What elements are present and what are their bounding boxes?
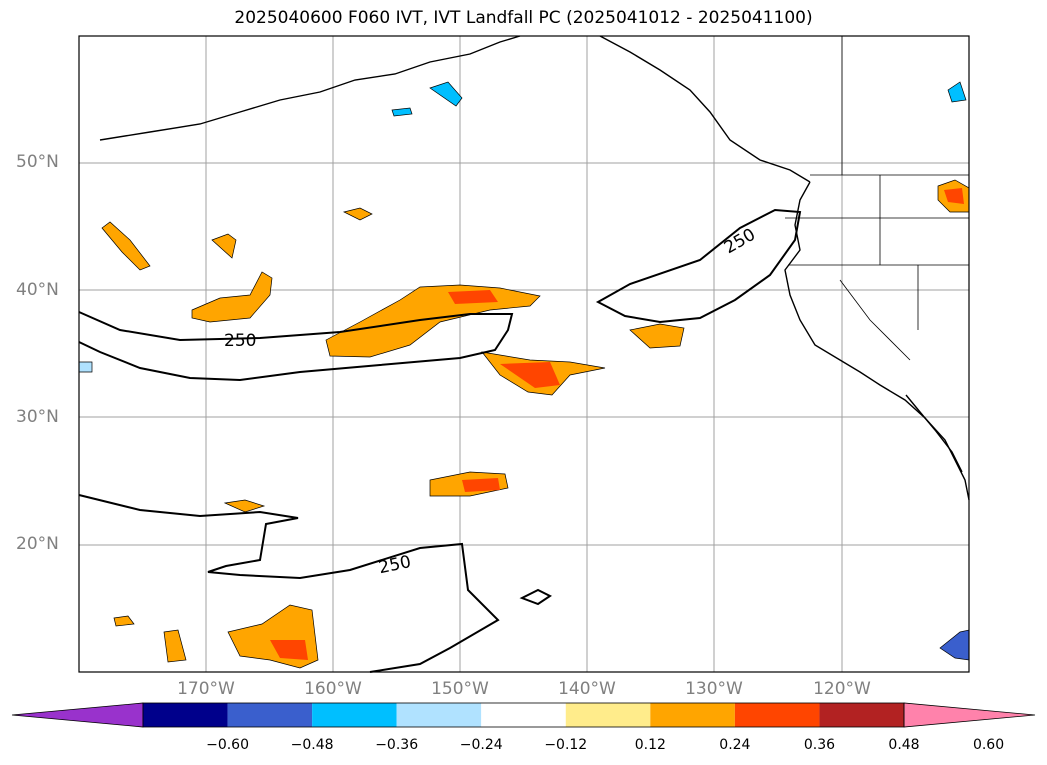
lon-label-160w: 160°W	[304, 679, 362, 699]
colorbar-tick-label: 0.60	[972, 737, 1005, 753]
contour-250-south	[78, 494, 500, 673]
lon-label-140w: 140°W	[558, 679, 616, 699]
colorbar-tick-label: −0.36	[375, 737, 419, 753]
lat-label-40n: 40°N	[16, 280, 59, 300]
ivt-patch-sw	[163, 629, 187, 663]
ivt-patch-ne-core	[944, 188, 964, 204]
positive-ivt-patches	[101, 179, 970, 669]
colorbar-tick-label: 0.48	[888, 737, 920, 753]
colorbar-tick-label: 0.12	[634, 737, 666, 753]
contour-label-1: 250	[224, 331, 256, 351]
coastline-alaska-panhandle	[599, 35, 811, 183]
ivt-neg-patch-ne	[947, 81, 967, 103]
ivt-patch-central	[325, 284, 541, 358]
lon-label-170w: 170°W	[177, 679, 235, 699]
ivt-patch-west	[191, 271, 273, 323]
colorbar-segment	[734, 703, 820, 727]
coastline-alaska	[99, 35, 521, 141]
ivt-patch-south-core	[462, 478, 500, 492]
ivt-patch-central-core	[448, 290, 498, 304]
colorbar-border	[142, 702, 905, 728]
coastline-baja	[905, 394, 963, 473]
colorbar-tick-label: 0.24	[719, 737, 751, 753]
ivt-patch-small-1	[211, 233, 237, 259]
map-title: 2025040600 F060 IVT, IVT Landfall PC (20…	[234, 8, 813, 28]
colorbar-segment	[650, 703, 735, 727]
ivt-250-contours	[78, 208, 802, 673]
colorbar-tick-label: −0.48	[290, 737, 334, 753]
ivt-patch-east-core	[500, 362, 560, 388]
colorbar-segment	[481, 703, 566, 727]
negative-ivt-patches	[78, 81, 970, 661]
colorbar-tick-label: −0.60	[206, 737, 249, 753]
ivt-neg-patch-north	[429, 81, 463, 107]
colorbar-segment	[819, 703, 904, 727]
colorbar-segment	[143, 703, 228, 727]
colorbar-segment	[565, 703, 651, 727]
colorbar-segment	[312, 703, 397, 727]
colorbar-extend-high	[903, 702, 1036, 728]
colorbar-tick-label: −0.12	[544, 737, 588, 753]
lon-label-120w: 120°W	[813, 679, 871, 699]
ivt-patch-tiny-2	[113, 615, 135, 627]
colorbar-segments	[11, 702, 1036, 728]
california-nevada-border	[839, 279, 911, 361]
ivt-patch-hawaii-core	[270, 640, 308, 660]
colorbar-tick-label: −0.24	[459, 737, 503, 753]
colorbar-segment	[396, 703, 482, 727]
ivt-patch-tiny-1	[223, 499, 266, 513]
contour-250-east	[595, 208, 802, 324]
ivt-neg-patch-small	[391, 107, 413, 117]
ivt-patch-nw	[101, 221, 151, 271]
ivt-patch-small-2	[342, 207, 373, 221]
lon-label-130w: 130°W	[685, 679, 743, 699]
map-frame	[78, 35, 970, 673]
lat-label-30n: 30°N	[16, 407, 59, 427]
coastlines	[99, 35, 970, 501]
lat-label-20n: 20°N	[16, 534, 59, 554]
colorbar-segment	[227, 703, 313, 727]
contour-250-west	[78, 311, 514, 382]
colorbar-extend-low	[11, 702, 144, 728]
contour-250-small	[519, 588, 552, 606]
ivt-patch-mid-east	[629, 323, 685, 349]
lat-label-50n: 50°N	[16, 152, 59, 172]
colorbar-tick-label: 0.36	[803, 737, 836, 753]
lon-label-150w: 150°W	[431, 679, 489, 699]
political-borders	[785, 36, 969, 361]
